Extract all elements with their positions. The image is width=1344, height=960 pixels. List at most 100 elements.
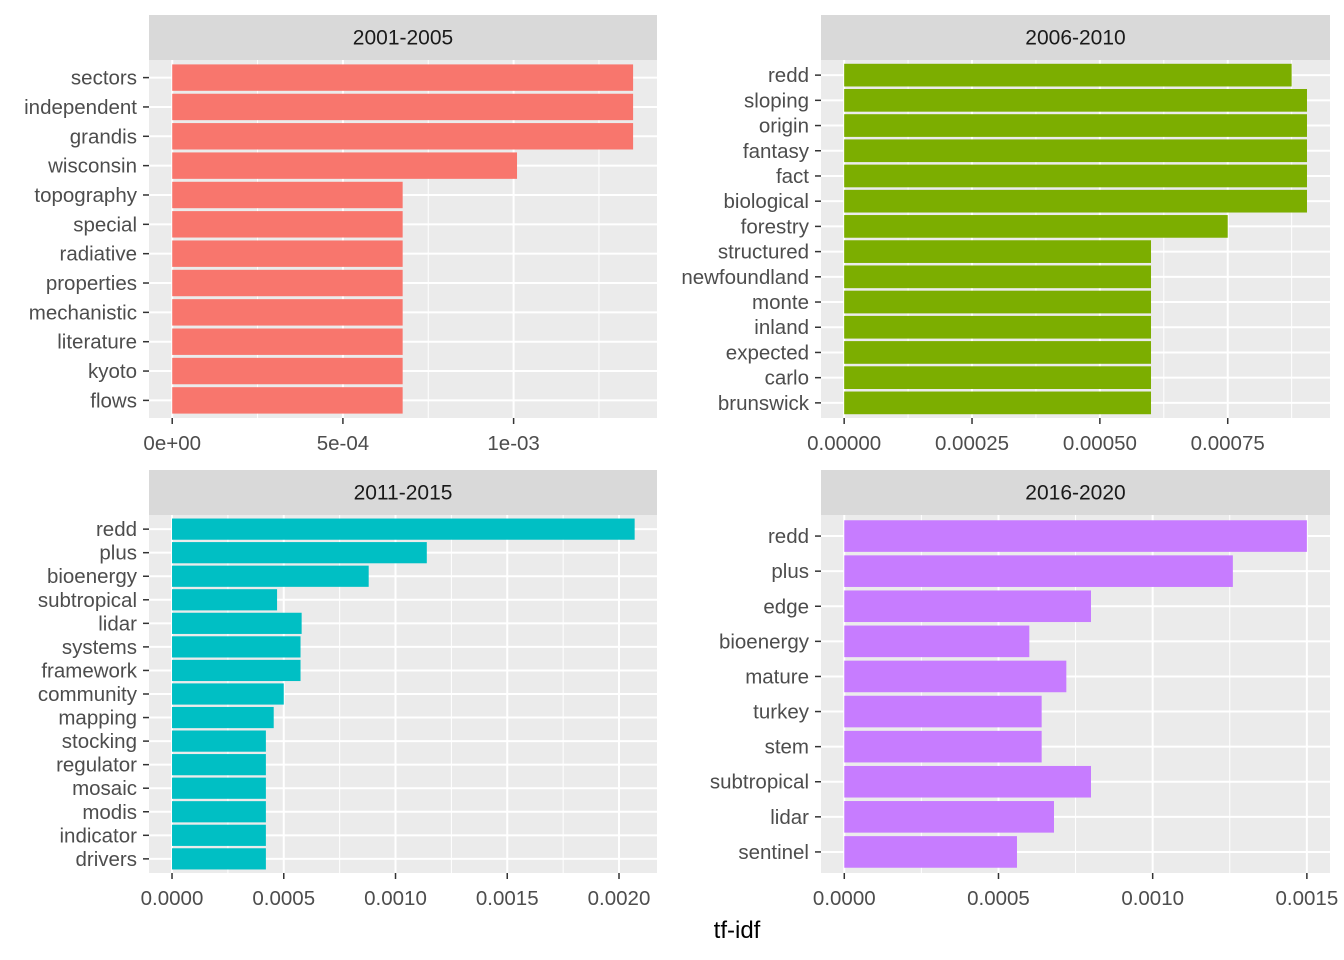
facet-strip bbox=[149, 470, 657, 515]
bar-redd bbox=[844, 63, 1292, 87]
category-label: expected bbox=[726, 341, 809, 364]
category-label: bioenergy bbox=[719, 630, 810, 653]
facet-strip-label: 2006-2010 bbox=[1025, 27, 1125, 50]
bar-monte bbox=[844, 290, 1152, 314]
x-tick-label: 0.00050 bbox=[1063, 432, 1137, 455]
bar-bioenergy bbox=[172, 565, 369, 587]
x-tick-label: 0e+00 bbox=[143, 432, 201, 455]
category-label: lidar bbox=[770, 806, 809, 829]
bar-properties bbox=[172, 269, 403, 297]
bar-wisconsin bbox=[172, 152, 518, 179]
bar-inland bbox=[844, 315, 1152, 339]
category-label: forestry bbox=[741, 215, 810, 238]
category-label: turkey bbox=[753, 701, 810, 724]
category-label: indicator bbox=[60, 824, 138, 847]
bar-edge bbox=[844, 590, 1091, 623]
category-label: carlo bbox=[765, 367, 809, 390]
x-tick-label: 0.0020 bbox=[588, 887, 651, 910]
facet-strip bbox=[821, 470, 1330, 515]
bar-stem bbox=[844, 730, 1042, 763]
category-label: inland bbox=[754, 316, 809, 339]
bar-brunswick bbox=[844, 391, 1152, 415]
x-tick-label: 0.0015 bbox=[1276, 887, 1339, 910]
bar-literature bbox=[172, 328, 403, 355]
bar-fact bbox=[844, 164, 1307, 188]
bar-sentinel bbox=[844, 836, 1017, 868]
category-label: grandis bbox=[70, 125, 137, 148]
category-label: redd bbox=[768, 64, 809, 87]
category-label: drivers bbox=[75, 848, 137, 871]
category-label: origin bbox=[759, 115, 809, 138]
x-tick-label: 0.00025 bbox=[935, 432, 1009, 455]
category-label: mapping bbox=[58, 707, 137, 730]
category-label: kyoto bbox=[88, 360, 137, 383]
bar-community bbox=[172, 683, 284, 705]
x-tick-label: 0.0005 bbox=[252, 887, 315, 910]
bar-topography bbox=[172, 181, 403, 209]
category-label: sentinel bbox=[738, 841, 809, 864]
facet-panel-2016-2020: 2016-2020 0.0000 0.0005 0.0010 0.0015 redd plu… bbox=[710, 470, 1338, 910]
bar-flows bbox=[172, 387, 403, 414]
bar-fantasy bbox=[844, 139, 1307, 163]
bar-subtropical bbox=[172, 589, 278, 611]
facet-strip bbox=[821, 15, 1330, 60]
category-label: subtropical bbox=[38, 589, 137, 612]
category-label: wisconsin bbox=[47, 155, 137, 178]
bar-kyoto bbox=[172, 357, 403, 385]
bar-forestry bbox=[844, 215, 1228, 238]
bar-biological bbox=[844, 189, 1307, 213]
bar-plus bbox=[844, 555, 1233, 587]
bar-newfoundland bbox=[844, 265, 1152, 289]
category-label: framework bbox=[41, 659, 137, 682]
bar-bioenergy bbox=[844, 625, 1030, 658]
bar-mechanistic bbox=[172, 299, 403, 326]
category-label: mechanistic bbox=[29, 301, 137, 324]
facet-strip-label: 2011-2015 bbox=[354, 482, 453, 505]
bar-mapping bbox=[172, 706, 274, 729]
category-label: plus bbox=[99, 542, 137, 565]
category-label: sloping bbox=[744, 89, 809, 112]
category-label: systems bbox=[62, 636, 137, 659]
bar-origin bbox=[844, 114, 1307, 137]
category-label: structured bbox=[718, 241, 809, 264]
x-tick-label: 0.0000 bbox=[813, 887, 876, 910]
x-tick-label: 0.00000 bbox=[807, 432, 881, 455]
category-label: radiative bbox=[60, 243, 138, 266]
category-label: community bbox=[38, 683, 138, 706]
bar-special bbox=[172, 211, 403, 238]
bar-mature bbox=[844, 660, 1067, 693]
x-axis-title: tf-idf bbox=[714, 917, 761, 944]
category-label: monte bbox=[752, 291, 809, 314]
category-label: lidar bbox=[98, 612, 137, 635]
x-tick-label: 0.0010 bbox=[1121, 887, 1184, 910]
category-label: newfoundland bbox=[681, 266, 809, 289]
x-tick-label: 0.00075 bbox=[1191, 432, 1265, 455]
bar-systems bbox=[172, 636, 301, 658]
bar-lidar bbox=[844, 801, 1054, 833]
bar-framework bbox=[172, 659, 301, 682]
category-label: bioenergy bbox=[47, 565, 138, 588]
category-label: flows bbox=[90, 389, 137, 412]
category-label: mosaic bbox=[72, 777, 137, 800]
category-label: regulator bbox=[56, 754, 137, 777]
bar-expected bbox=[844, 341, 1152, 364]
x-tick-label: 0.0010 bbox=[364, 887, 427, 910]
bar-plus bbox=[172, 542, 427, 564]
bar-redd bbox=[172, 518, 635, 540]
bar-drivers bbox=[172, 848, 266, 870]
x-tick-label: 1e-03 bbox=[487, 432, 539, 455]
bar-stocking bbox=[172, 730, 266, 752]
bar-turkey bbox=[844, 695, 1042, 728]
bar-radiative bbox=[172, 240, 403, 267]
bar-subtropical bbox=[844, 765, 1091, 798]
category-label: fantasy bbox=[743, 140, 810, 163]
category-label: independent bbox=[24, 96, 137, 119]
category-label: edge bbox=[763, 595, 809, 618]
facet-panel-2001-2005: 2001-2005 0e+00 5e-04 1e-03 sectors independe… bbox=[24, 15, 657, 455]
bar-carlo bbox=[844, 366, 1152, 390]
bar-mosaic bbox=[172, 777, 266, 799]
category-label: subtropical bbox=[710, 771, 809, 794]
bar-structured bbox=[844, 240, 1152, 263]
bar-independent bbox=[172, 93, 634, 121]
